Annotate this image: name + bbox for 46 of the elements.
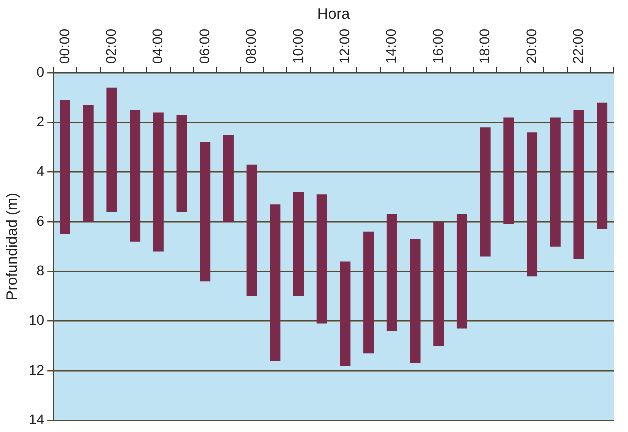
- bar: [504, 118, 514, 224]
- bar: [527, 132, 538, 277]
- bar: [574, 110, 584, 260]
- bar: [480, 128, 491, 257]
- y-tick-label: 4: [36, 163, 45, 180]
- y-tick-label: 8: [36, 262, 45, 279]
- x-tick-label: 10:00: [290, 28, 306, 64]
- y-tick-label: 14: [28, 411, 45, 428]
- bar: [386, 214, 398, 332]
- bar: [223, 135, 234, 222]
- bar: [83, 105, 94, 222]
- x-tick-label: 16:00: [430, 28, 446, 64]
- bar: [176, 115, 188, 212]
- bar: [270, 204, 281, 362]
- bar: [340, 262, 351, 366]
- bar: [294, 192, 304, 296]
- bar: [550, 118, 561, 247]
- bar: [434, 222, 444, 346]
- x-tick-label: 02:00: [103, 28, 120, 64]
- bar: [456, 214, 468, 329]
- x-axis-title: Hora: [318, 6, 351, 24]
- y-tick-label: 6: [36, 212, 45, 229]
- x-tick-label: 00:00: [56, 28, 72, 64]
- y-tick-label: 10: [28, 312, 45, 328]
- bar: [597, 102, 608, 230]
- x-tick-label: 12:00: [336, 28, 353, 64]
- y-axis-title: Profundidad (m): [4, 193, 22, 301]
- bar: [153, 112, 164, 252]
- x-tick-label: 14:00: [383, 28, 400, 64]
- bar: [60, 100, 70, 234]
- x-tick-label: 06:00: [196, 28, 212, 64]
- bar: [130, 110, 141, 242]
- y-tick-label: 0: [36, 64, 45, 80]
- bar: [200, 142, 211, 282]
- bar: [410, 239, 421, 364]
- bar: [364, 232, 374, 354]
- bar: [316, 194, 328, 324]
- x-tick-label: 18:00: [476, 28, 493, 64]
- x-tick-label: 08:00: [243, 28, 260, 64]
- y-tick-label: 12: [28, 362, 45, 378]
- y-tick-label: 2: [36, 114, 45, 130]
- x-tick-label: 20:00: [523, 28, 540, 64]
- bar: [106, 88, 118, 212]
- x-tick-label: 04:00: [150, 28, 166, 64]
- x-tick-label: 22:00: [570, 28, 586, 64]
- bar: [246, 164, 258, 296]
